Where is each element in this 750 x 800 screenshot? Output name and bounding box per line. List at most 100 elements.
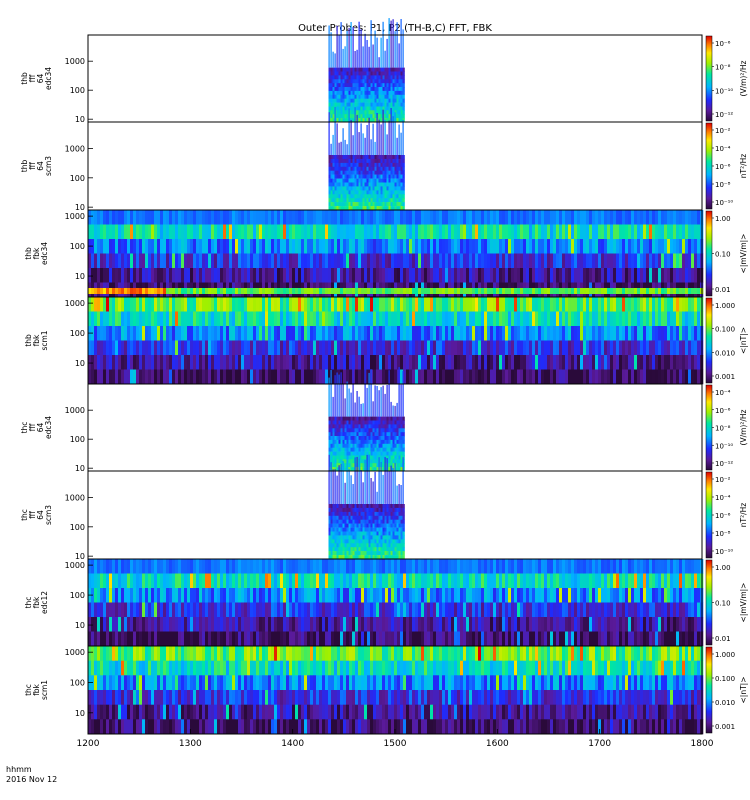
spectrogram-cell [166,311,170,327]
spectrogram-cell [394,83,397,88]
spectrogram-cell [610,268,614,283]
spectrogram-cell [360,424,363,429]
spectrogram-cell [532,311,536,327]
spectrogram-cell [396,118,399,123]
spectrogram-cell [334,436,337,441]
spectrogram-cell [374,519,377,524]
colorbar-tick-label: 10⁻¹² [715,460,733,468]
spectrogram-cell [360,178,363,183]
spectrogram-cell [667,224,671,240]
spectrogram-cell [397,210,401,225]
spectrogram-cell [358,428,361,433]
spectrogram-cell [88,253,92,269]
spectrogram-cell [157,355,161,370]
spectrogram-cell [332,504,335,509]
spectrogram-cell [372,463,375,468]
spectrogram-cell [349,253,353,269]
spectrogram-cell [124,369,128,385]
spectrogram-cell [493,268,497,283]
spectrogram-cell [550,355,554,370]
spectrogram-cell [398,451,401,456]
spectrogram-cell [372,71,375,76]
spectrogram-cell [340,504,343,509]
spectrogram-cell [316,369,320,385]
spectrogram-cell [338,190,341,195]
spectrogram-cell [667,268,671,283]
spectrogram-cell [356,543,359,548]
spectrogram-cell [94,239,98,254]
spectrogram-cell [376,83,379,88]
spectrogram-cell [682,268,686,283]
spectrogram-cell [336,182,339,187]
spectrogram-cell [338,174,341,179]
spectrogram-cell [274,297,278,312]
spectrogram-cell [328,527,331,532]
spectrogram-cell [364,253,368,269]
spectrogram-cell [235,340,239,356]
spectrogram-cell [398,547,401,552]
spectrogram-cell [360,439,363,445]
spectrogram-cell [376,297,380,312]
spectrogram-cell [402,190,405,195]
spectrogram-cell [553,369,557,385]
spectrogram-cell [472,369,476,385]
spectrogram-cell [190,355,194,370]
spectrogram-cell [350,511,353,517]
spectrogram-cell [184,297,188,312]
spectrogram-cell [640,268,644,283]
spectrogram-cell [382,202,385,207]
spectrogram-cell [396,531,399,536]
spectrogram-cell [348,388,350,417]
spectrogram-cell [580,268,584,283]
spectrogram-cell [343,239,347,254]
spectrogram-cell [380,118,383,123]
spectrogram-cell [368,511,371,517]
spectrogram-cell [328,515,331,520]
spectrogram-cell [352,459,355,464]
spectrogram-cell [390,455,393,460]
spectrogram-cell [364,118,367,123]
spectrogram-cell [402,198,405,203]
spectrogram-cell [362,182,365,187]
spectrogram-cell [685,297,689,312]
spectrogram-cell [374,467,377,472]
spectrogram-cell [346,198,349,203]
spectrogram-cell [336,467,339,472]
spectrogram-cell [229,253,233,269]
spectrogram-cell [157,369,161,385]
spectrogram-cell [368,162,371,168]
spectrogram-cell [88,355,92,370]
spectrogram-cell [568,253,572,269]
spectrogram-cell [382,71,385,76]
spectrogram-cell [338,436,341,441]
spectrogram-cell [344,206,347,211]
spectrogram-cell [400,155,403,160]
spectrogram-cell [283,268,287,283]
spectrogram-cell [370,75,373,80]
spectrogram-cell [366,416,369,421]
spectrogram-cell [386,79,389,84]
spectrogram-cell [145,288,149,294]
spectrogram-cell [384,416,387,421]
spectrogram-cell [289,239,293,254]
spectrogram-cell [394,447,397,452]
spectrogram-cell [360,447,363,452]
spectrogram-cell [382,340,386,356]
spectrogram-cell [472,311,476,327]
spectrogram-cell [202,355,206,370]
spectrogram-cell [421,288,425,294]
spectrogram-cell [402,114,405,119]
spectrogram-cell [334,206,337,211]
spectrogram-cell [304,326,308,341]
spectrogram-cell [400,531,403,536]
spectrogram-cell [508,239,512,254]
spectrogram-cell [118,239,122,254]
spectrogram-cell [328,224,332,240]
spectrogram-cell [559,239,563,254]
spectrogram-cell [367,340,371,356]
spectrogram-cell [448,288,452,294]
spectrogram-cell [346,443,349,448]
spectrogram-cell [382,67,385,72]
spectrogram-cell [151,268,155,283]
spectrogram-cell [340,178,343,183]
